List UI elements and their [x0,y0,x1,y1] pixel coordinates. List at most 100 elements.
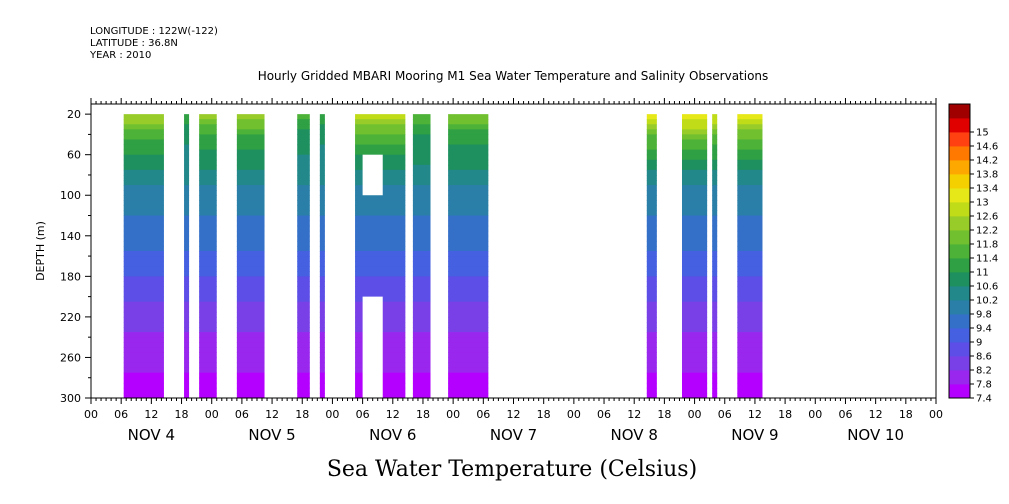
temperature-cell [297,195,310,201]
temperature-cell [236,276,265,283]
x-day-label: NOV 9 [731,426,778,444]
temperature-cell [737,164,763,171]
temperature-cell [184,261,190,267]
temperature-cell [681,321,708,328]
temperature-cell [712,139,718,146]
temperature-cell [412,149,431,156]
temperature-cell [297,327,310,333]
colorbar-swatch [949,104,970,119]
data-strip [184,114,190,398]
temperature-cell [448,311,489,318]
temperature-cell [297,332,310,338]
temperature-cell [236,251,265,257]
data-strip [681,114,708,398]
temperature-cell [681,144,708,151]
temperature-cell [681,337,708,343]
temperature-cell [712,296,718,303]
x-tick-label: 12 [144,408,158,421]
x-tick-label: 18 [295,408,309,421]
temperature-cell [199,392,217,398]
temperature-cell [412,139,431,146]
temperature-cell [712,362,718,369]
temperature-cell [646,392,657,398]
temperature-cell [712,180,718,186]
temperature-cell [319,235,325,242]
temperature-cell [184,291,190,298]
temperature-cell [737,169,763,176]
temperature-cell [646,124,657,130]
temperature-cell [355,139,406,146]
temperature-cell [319,321,325,328]
y-axis-label: DEPTH (m) [34,221,47,281]
temperature-cell [448,154,489,161]
x-day-label: NOV 10 [847,426,904,444]
temperature-cell [236,154,265,161]
temperature-cell [236,377,265,384]
temperature-cell [448,185,489,191]
temperature-cell [236,281,265,288]
temperature-cell [712,266,718,272]
temperature-cell [681,362,708,369]
temperature-cell [681,149,708,156]
temperature-cell [646,377,657,384]
temperature-cell [737,195,763,201]
data-strip [412,114,431,398]
temperature-cell [236,119,265,125]
data-strip [448,114,489,398]
temperature-cell [681,154,708,161]
x-day-label: NOV 8 [611,426,658,444]
colorbar-swatch [949,188,970,203]
temperature-cell [297,190,310,196]
temperature-cell [184,286,190,293]
temperature-cell [646,342,657,348]
temperature-cell [236,286,265,293]
temperature-cell [646,185,657,191]
temperature-cell [184,367,190,374]
temperature-cell [199,154,217,161]
temperature-cell [199,139,217,146]
temperature-cell [319,119,325,125]
temperature-cell [123,220,164,227]
temperature-cell [297,139,310,146]
colorbar-swatch [949,342,970,357]
temperature-cell [646,337,657,343]
temperature-cell [236,352,265,359]
temperature-cell [412,256,431,262]
colorbar-label: 11 [976,268,989,279]
temperature-cell [319,337,325,343]
data-gap [362,154,383,196]
temperature-cell [236,306,265,313]
x-tick-label: 18 [657,408,671,421]
temperature-cell [737,291,763,298]
temperature-cell [737,372,763,379]
temperature-cell [737,139,763,146]
y-tick-label: 60 [67,149,81,162]
x-tick-label: 00 [688,408,702,421]
temperature-cell [412,316,431,323]
temperature-cell [236,261,265,267]
temperature-cell [236,347,265,353]
temperature-cell [737,281,763,288]
temperature-cell [448,377,489,384]
temperature-cell [236,174,265,181]
x-tick-label: 12 [386,408,400,421]
colorbar-label: 10.6 [976,282,998,293]
header-latitude: LATITUDE : 36.8N [90,38,178,49]
temperature-cell [236,266,265,272]
colorbar-label: 11.4 [976,254,998,265]
temperature-cell [412,301,431,308]
temperature-cell [681,367,708,374]
temperature-cell [712,185,718,191]
temperature-cell [646,174,657,181]
temperature-cell [123,301,164,308]
temperature-cell [412,266,431,272]
temperature-cell [712,347,718,353]
temperature-cell [737,144,763,151]
temperature-cell [646,129,657,136]
temperature-cell [646,119,657,125]
temperature-cell [319,342,325,348]
temperature-cell [199,149,217,156]
temperature-cell [681,332,708,338]
temperature-cell [737,205,763,212]
temperature-cell [199,357,217,364]
